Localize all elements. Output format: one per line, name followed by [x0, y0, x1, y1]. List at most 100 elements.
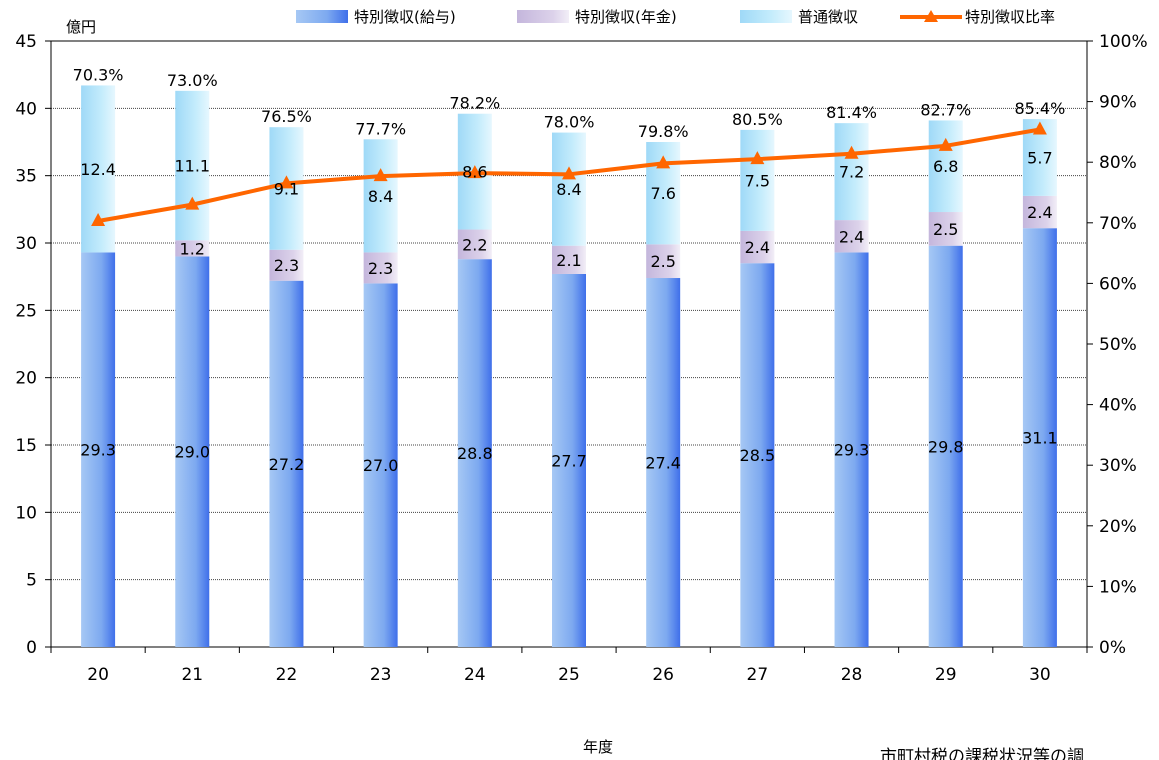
data-label: 27.2	[269, 455, 305, 474]
bar-segment-nenkin	[928, 212, 963, 246]
y-tick-label: 45	[15, 32, 37, 52]
data-label: 5.7	[1027, 148, 1052, 167]
y2-tick-label: 60%	[1099, 274, 1137, 294]
bar-segment-nenkin	[834, 220, 869, 253]
x-tick-label: 24	[464, 665, 486, 685]
data-label: 7.6	[650, 184, 675, 203]
ratio-label: 82.7%	[920, 100, 971, 119]
ratio-marker	[656, 155, 671, 169]
data-labels-layer: 29.3 12.4 70.3% 29.0 1.2 11.1 73.0% 27.2 2.3 9.1 7…	[73, 65, 1066, 475]
ratio-marker	[844, 145, 859, 159]
y2-tick-label: 40%	[1099, 396, 1137, 416]
bar-segment-nenkin	[269, 249, 304, 281]
legend-label-ratio: 特別徴収比率	[965, 8, 1055, 26]
bar-segment-kyuyo	[81, 252, 116, 647]
data-label: 2.5	[650, 252, 675, 271]
bar-segment-kyuyo	[928, 245, 963, 647]
source-note: 市町村税の課税状況等の調	[880, 747, 1084, 760]
ratio-marker	[185, 196, 200, 210]
x-tick-label: 25	[558, 665, 580, 685]
y2-tick-label: 70%	[1099, 214, 1137, 234]
x-tick-label: 23	[370, 665, 392, 685]
legend-label-futsu: 普通徴収	[798, 8, 858, 26]
y2-tick-label: 80%	[1099, 153, 1137, 173]
y2-tick-label: 100%	[1099, 32, 1148, 52]
data-label: 7.2	[839, 163, 864, 182]
x-tick-label: 29	[935, 665, 957, 685]
x-tick-label: 26	[652, 665, 674, 685]
data-label: 2.4	[839, 227, 864, 246]
data-label: 29.3	[834, 441, 870, 460]
bar-segment-nenkin	[740, 230, 775, 264]
y-tick-label: 15	[15, 436, 37, 456]
data-label: 28.8	[457, 444, 493, 463]
ratio-label: 78.2%	[449, 94, 500, 113]
data-label: 8.6	[462, 163, 487, 182]
legend-swatch-kyuyo	[296, 10, 348, 23]
y-tick-label: 25	[15, 301, 37, 321]
y2-tick-label: 30%	[1099, 456, 1137, 476]
ratio-label: 76.5%	[261, 107, 312, 126]
ratio-label: 80.5%	[732, 110, 783, 129]
data-label: 8.4	[368, 187, 393, 206]
x-tick-label: 21	[181, 665, 203, 685]
ratio-label: 70.3%	[73, 65, 124, 84]
legend-item-futsu: 普通徴収	[740, 8, 858, 26]
bar-segment-kyuyo	[646, 278, 681, 647]
data-label: 12.4	[80, 160, 116, 179]
data-label: 11.1	[174, 157, 210, 176]
x-tick-label: 27	[747, 665, 769, 685]
y-tick-label: 0	[26, 638, 37, 658]
legend-swatch-futsu	[740, 10, 792, 23]
bar-segment-kyuyo	[834, 252, 869, 647]
legend-item-nenkin: 特別徴収(年金)	[517, 8, 677, 26]
ratio-label: 81.4%	[826, 103, 877, 122]
bar-segment-futsu	[834, 123, 869, 221]
bar-segment-kyuyo	[175, 256, 210, 647]
bar-segment-nenkin	[457, 229, 492, 260]
data-label: 2.4	[745, 238, 770, 257]
ratio-marker	[467, 165, 482, 179]
y-tick-label: 30	[15, 234, 37, 254]
bar-segment-kyuyo	[269, 280, 304, 647]
bar-segment-nenkin	[646, 244, 681, 279]
y2-tick-label: 20%	[1099, 517, 1137, 537]
data-label: 2.1	[556, 251, 581, 270]
y2-tick-label: 90%	[1099, 93, 1137, 113]
bars-layer	[81, 85, 1057, 648]
data-label: 27.7	[551, 451, 587, 470]
bar-segment-kyuyo	[457, 259, 492, 647]
y-tick-label: 20	[15, 369, 37, 389]
bar-segment-kyuyo	[740, 263, 775, 647]
ratio-line-layer	[91, 121, 1047, 226]
ratio-label: 73.0%	[167, 71, 218, 90]
ratio-marker	[562, 166, 576, 180]
bar-segment-futsu	[363, 139, 398, 253]
data-label: 27.0	[363, 456, 399, 475]
y2-tick-label: 10%	[1099, 577, 1137, 597]
legend-label-kyuyo: 特別徴収(給与)	[354, 8, 456, 26]
ratio-label: 78.0%	[544, 113, 595, 132]
ratio-marker	[279, 175, 294, 189]
legend-marker-ratio	[924, 10, 938, 22]
data-label: 28.5	[740, 446, 776, 465]
legend-label-nenkin: 特別徴収(年金)	[575, 8, 677, 26]
ratio-marker	[373, 168, 388, 182]
data-label: 31.1	[1022, 429, 1058, 448]
y2-tick-label: 0%	[1099, 638, 1126, 658]
x-axis-title: 年度	[583, 738, 613, 756]
data-label: 9.1	[274, 179, 299, 198]
ratio-marker	[91, 212, 106, 226]
ratio-marker	[938, 137, 953, 151]
bar-segment-futsu	[552, 132, 586, 246]
data-label: 6.8	[933, 157, 958, 176]
data-label: 29.3	[80, 441, 116, 460]
legend-item-kyuyo: 特別徴収(給与)	[296, 8, 456, 26]
y2-tick-label: 50%	[1099, 335, 1137, 355]
bar-segment-futsu	[928, 120, 963, 213]
data-label: 8.4	[556, 180, 581, 199]
y-tick-label: 40	[15, 99, 37, 119]
y-tick-label: 35	[15, 167, 37, 187]
bar-segment-nenkin	[175, 240, 210, 257]
